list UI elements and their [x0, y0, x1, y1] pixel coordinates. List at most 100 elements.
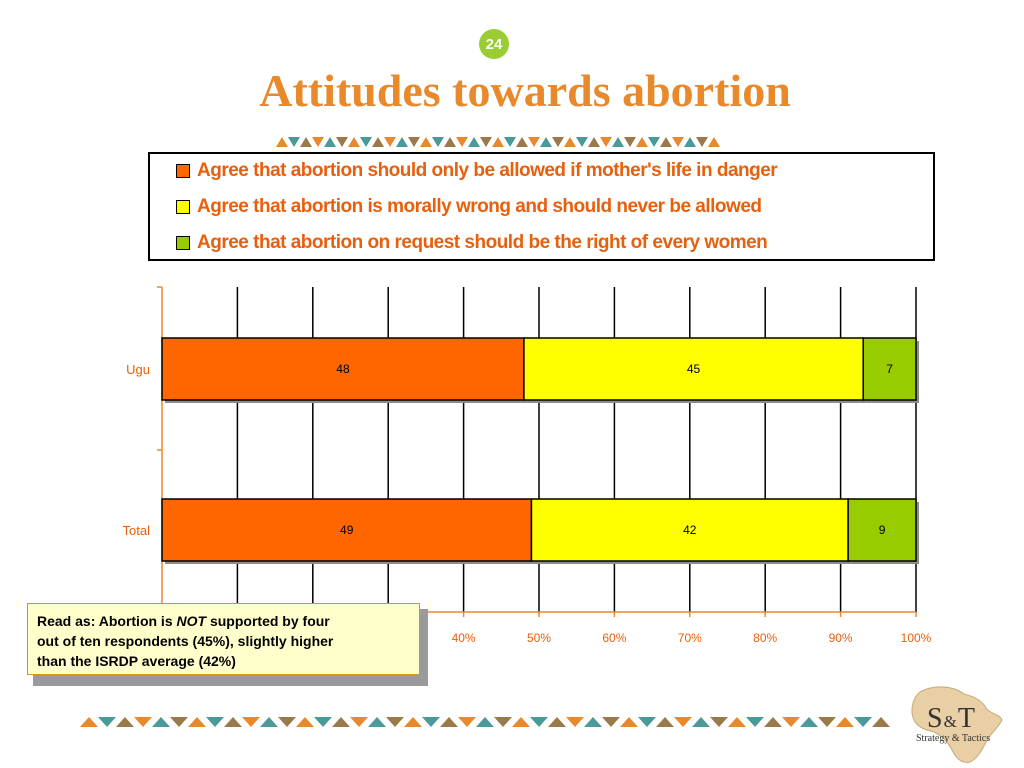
- triangle-ornament: [444, 137, 456, 147]
- triangle-ornament: [386, 717, 404, 727]
- bar-segment: [530, 498, 849, 562]
- x-tick-label: 60%: [602, 631, 626, 645]
- triangle-ornament: [854, 717, 872, 727]
- triangle-ornament: [288, 137, 300, 147]
- category-label: Ugu: [126, 362, 150, 377]
- legend-item-on-request: Agree that abortion on request should be…: [176, 231, 768, 255]
- triangle-ornament: [494, 717, 512, 727]
- data-label: 7: [886, 362, 893, 376]
- triangle-ornament: [278, 717, 296, 727]
- x-tick-label: 50%: [527, 631, 551, 645]
- bar-segment: [161, 498, 533, 562]
- triangle-ornament: [696, 137, 708, 147]
- triangle-ornament: [206, 717, 224, 727]
- x-tick-label: 80%: [753, 631, 777, 645]
- chart-legend: Agree that abortion should only be allow…: [148, 152, 935, 261]
- triangle-ornament: [710, 717, 728, 727]
- triangle-ornament: [588, 137, 600, 147]
- triangle-ornament: [242, 717, 260, 727]
- top-triangle-border: [276, 137, 720, 147]
- triangle-ornament: [480, 137, 492, 147]
- triangle-ornament: [314, 717, 332, 727]
- triangle-ornament: [584, 717, 602, 727]
- triangle-ornament: [552, 137, 564, 147]
- triangle-ornament: [458, 717, 476, 727]
- triangle-ornament: [224, 717, 242, 727]
- triangle-ornament: [684, 137, 696, 147]
- triangle-ornament: [336, 137, 348, 147]
- triangle-ornament: [188, 717, 206, 727]
- triangle-ornament: [324, 137, 336, 147]
- triangle-ornament: [116, 717, 134, 727]
- triangle-ornament: [404, 717, 422, 727]
- triangle-ornament: [468, 137, 480, 147]
- note-rest: supported by four: [206, 613, 330, 629]
- data-label: 42: [683, 523, 697, 537]
- triangle-ornament: [818, 717, 836, 727]
- triangle-ornament: [276, 137, 288, 147]
- africa-map-logo: [911, 686, 1003, 763]
- triangle-ornament: [80, 717, 98, 727]
- triangle-ornament: [602, 717, 620, 727]
- triangle-ornament: [540, 137, 552, 147]
- note-line2: out of ten respondents (45%), slightly h…: [37, 633, 334, 649]
- triangle-ornament: [566, 717, 584, 727]
- legend-label: Agree that abortion on request should be…: [197, 232, 768, 253]
- x-tick-label: 90%: [829, 631, 853, 645]
- triangle-ornament: [260, 717, 278, 727]
- data-label: 49: [340, 523, 354, 537]
- x-tick-label: 70%: [678, 631, 702, 645]
- triangle-ornament: [296, 717, 314, 727]
- triangle-ornament: [396, 137, 408, 147]
- data-label: 9: [879, 523, 886, 537]
- triangle-ornament: [432, 137, 444, 147]
- note-line3: than the ISRDP average (42%): [37, 653, 236, 669]
- data-label: 48: [336, 362, 350, 376]
- x-tick-label: 100%: [901, 631, 932, 645]
- triangle-ornament: [504, 137, 516, 147]
- note-prefix: Read as: Abortion is: [37, 613, 177, 629]
- triangle-ornament: [512, 717, 530, 727]
- triangle-ornament: [548, 717, 566, 727]
- triangle-ornament: [350, 717, 368, 727]
- legend-label: Agree that abortion should only be allow…: [197, 160, 778, 181]
- triangle-ornament: [746, 717, 764, 727]
- legend-swatch-green: [176, 236, 190, 250]
- triangle-ornament: [600, 137, 612, 147]
- logo-wordmark: S&T: [927, 703, 976, 734]
- x-tick-label: 40%: [452, 631, 476, 645]
- read-as-note: Read as: Abortion is NOT supported by fo…: [27, 603, 420, 675]
- triangle-ornament: [528, 137, 540, 147]
- triangle-ornament: [660, 137, 672, 147]
- triangle-ornament: [530, 717, 548, 727]
- triangle-ornament: [516, 137, 528, 147]
- page-number-badge: 24: [479, 29, 509, 59]
- triangle-ornament: [408, 137, 420, 147]
- category-label: Total: [123, 523, 151, 538]
- bar-segment: [847, 498, 917, 562]
- legend-swatch-yellow: [176, 200, 190, 214]
- legend-item-morally-wrong: Agree that abortion is morally wrong and…: [176, 195, 762, 219]
- triangle-ornament: [300, 137, 312, 147]
- triangle-ornament: [872, 717, 890, 727]
- triangle-ornament: [170, 717, 188, 727]
- triangle-ornament: [98, 717, 116, 727]
- triangle-ornament: [620, 717, 638, 727]
- triangle-ornament: [800, 717, 818, 727]
- triangle-ornament: [422, 717, 440, 727]
- triangle-ornament: [708, 137, 720, 147]
- triangle-ornament: [638, 717, 656, 727]
- triangle-ornament: [836, 717, 854, 727]
- triangle-ornament: [728, 717, 746, 727]
- triangle-ornament: [312, 137, 324, 147]
- triangle-ornament: [764, 717, 782, 727]
- bottom-triangle-border: [80, 717, 890, 727]
- triangle-ornament: [648, 137, 660, 147]
- triangle-ornament: [372, 137, 384, 147]
- triangle-ornament: [152, 717, 170, 727]
- triangle-ornament: [612, 137, 624, 147]
- legend-swatch-orange: [176, 164, 190, 178]
- bar-segment: [161, 337, 525, 401]
- bar-segment: [523, 337, 864, 401]
- triangle-ornament: [384, 137, 396, 147]
